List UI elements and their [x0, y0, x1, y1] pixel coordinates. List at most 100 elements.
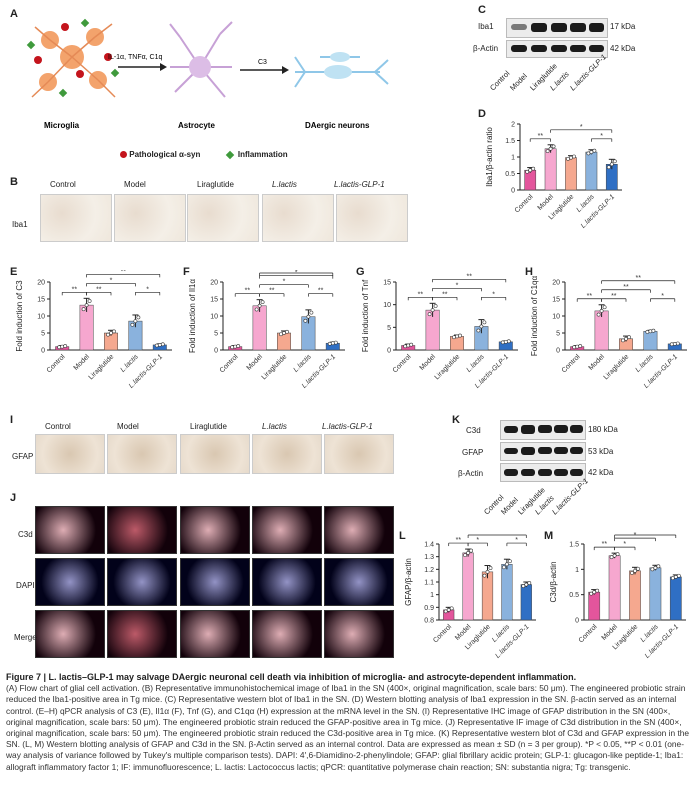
panel-j-row-label-c3d: C3d [18, 530, 33, 539]
data-point [306, 314, 311, 319]
y-axis-label: Fold induction of C3 [15, 280, 24, 352]
x-tick-label: Control [514, 193, 535, 214]
wb-k-c3d-blot [500, 420, 586, 440]
bar-Liraglutide [481, 571, 494, 621]
panel-label-i: I [10, 414, 14, 426]
sig-label: * [492, 291, 495, 298]
wb-c-actin-size: 42 kDa [610, 44, 636, 53]
data-point [502, 565, 506, 570]
data-point [254, 307, 259, 312]
data-point [592, 148, 597, 153]
data-point [449, 606, 454, 611]
sig-label: ** [120, 270, 126, 275]
x-tick-label: L.lactis [465, 353, 486, 374]
y-tick-label: 0 [511, 188, 515, 195]
data-point [476, 328, 481, 333]
y-tick-label: 0.9 [424, 605, 434, 612]
sig-label: ** [602, 541, 608, 548]
panel-i-image-4 [324, 434, 394, 474]
x-tick-label: Control [46, 353, 67, 374]
data-point [506, 339, 511, 344]
data-point [612, 553, 617, 558]
y-tick-label: 15 [210, 297, 218, 304]
wb-c-actin-blot [506, 40, 608, 58]
data-point [327, 341, 332, 346]
panel-j-image-0-3 [252, 506, 322, 554]
y-tick-label: 5 [214, 331, 218, 338]
caption-title: Figure 7 | L. lactis–GLP-1 may salvage D… [6, 672, 577, 682]
panel-b-row-label: Iba1 [12, 220, 28, 229]
wb-k-actin-blot [500, 463, 586, 482]
y-tick-label: 20 [210, 280, 218, 287]
sig-label: ** [642, 532, 648, 536]
c3-label: C3 [258, 59, 267, 66]
data-point [482, 573, 487, 578]
panel-j-image-1-1 [107, 558, 177, 606]
data-point [485, 569, 490, 574]
data-point [427, 312, 432, 317]
x-tick-label: Control [392, 353, 413, 374]
y-tick-label: 1.5 [569, 542, 579, 549]
data-point [452, 335, 456, 340]
panel-b-image-2 [187, 194, 259, 242]
wb-k-gfap-label: GFAP [462, 448, 484, 457]
sig-label: ** [611, 293, 617, 300]
panel-j-row-label-merge: Merge [14, 633, 37, 642]
panel-a-legend: Pathological α-syn Inflammation [120, 150, 288, 160]
panel-label-h: H [525, 266, 533, 278]
bar-Liraglutide [450, 336, 464, 351]
bar-Model [544, 148, 557, 191]
data-point [130, 322, 135, 327]
y-tick-label: 0 [41, 348, 45, 355]
data-point [81, 307, 86, 312]
data-point [455, 334, 459, 339]
bar-Control [588, 591, 601, 621]
panel-i-header-4: L.lactis-GLP-1 [322, 422, 373, 431]
panel-i-header-3: L.lactis [262, 422, 287, 431]
sig-label: ** [538, 133, 544, 140]
data-point [154, 343, 159, 348]
panel-j-image-2-3 [252, 610, 322, 658]
data-point [466, 550, 471, 555]
panel-label-j: J [10, 492, 17, 504]
sig-label: ** [623, 284, 629, 291]
y-tick-label: 0 [214, 348, 218, 355]
panel-i-image-1 [107, 434, 177, 474]
sig-label: * [661, 293, 664, 300]
data-point [469, 548, 474, 553]
panel-j-image-2-0 [35, 610, 105, 658]
data-point [589, 591, 594, 596]
panel-j-image-1-2 [180, 558, 250, 606]
data-point [676, 573, 681, 578]
data-point [656, 564, 661, 569]
panel-b-header-4: L.lactis-GLP-1 [334, 180, 385, 189]
panel-label-b: B [10, 176, 18, 188]
sig-label: ** [418, 291, 424, 298]
sig-label: ** [318, 288, 324, 295]
data-point [230, 345, 235, 350]
data-point [463, 553, 468, 558]
data-point [309, 310, 314, 315]
x-tick-label: Model [73, 353, 92, 372]
wb-c-iba1-size: 17 kDa [610, 22, 636, 31]
data-point [403, 344, 408, 349]
sig-label: * [580, 124, 583, 131]
data-point [650, 567, 655, 572]
bar-Liraglutide [565, 157, 577, 191]
data-point [260, 300, 265, 305]
y-tick-label: 10 [552, 314, 560, 321]
cell-label-astrocyte: Astrocyte [178, 121, 215, 130]
data-point [133, 319, 138, 324]
wb-c-iba1-blot [506, 18, 608, 38]
sig-label: ** [587, 293, 593, 300]
inflammation-diamond-icon [225, 150, 234, 160]
y-tick-label: 5 [556, 331, 560, 338]
panel-j-image-0-4 [324, 506, 394, 554]
y-tick-label: 0 [556, 348, 560, 355]
y-tick-label: 0 [575, 618, 579, 625]
data-point [136, 315, 141, 320]
data-point [572, 345, 577, 350]
y-tick-label: 1.4 [424, 542, 434, 549]
panel-label-m: M [544, 530, 554, 542]
